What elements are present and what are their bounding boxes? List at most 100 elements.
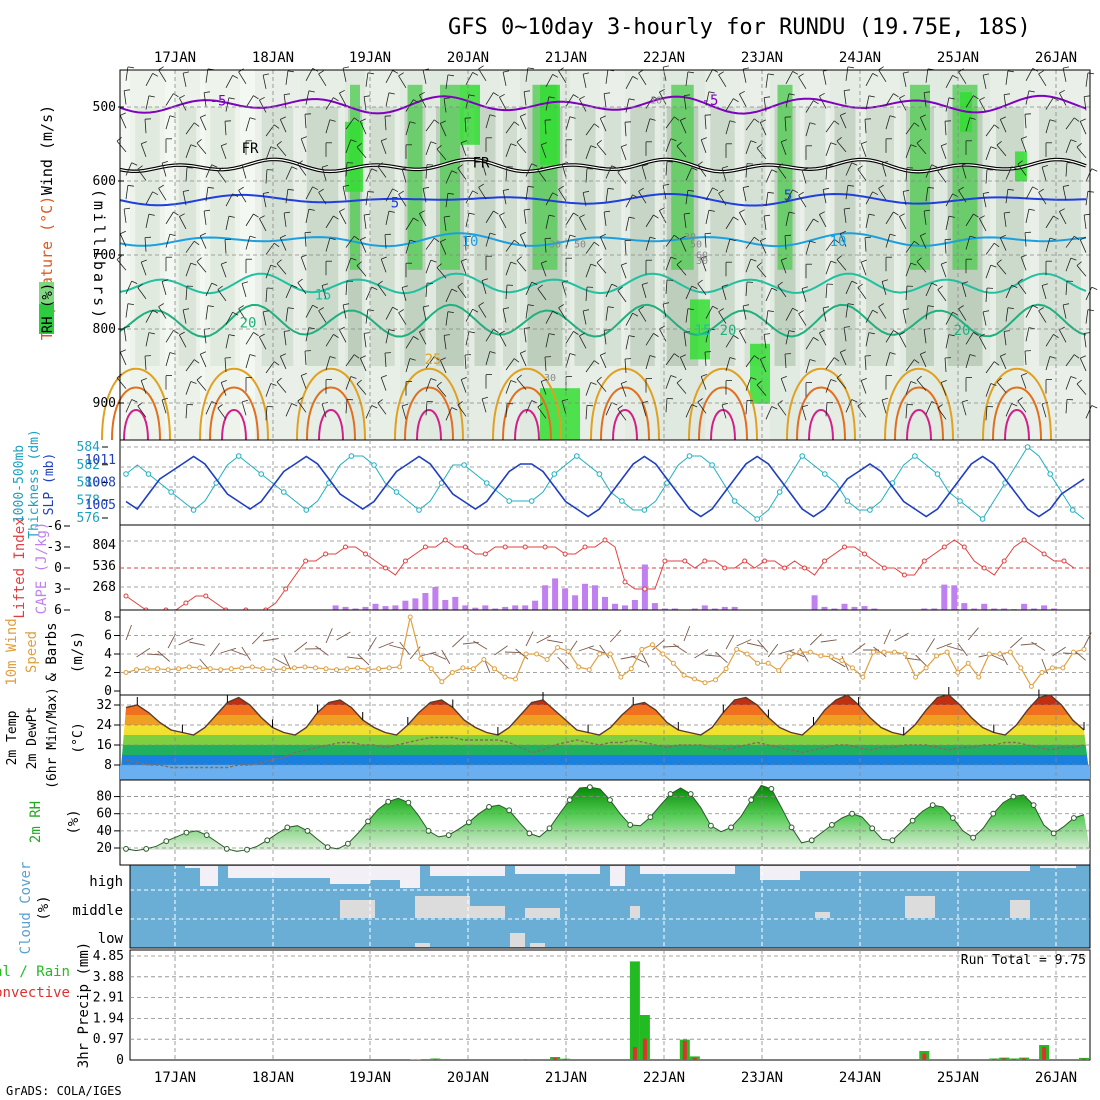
surface-wind-barb <box>283 654 292 670</box>
wind-barb <box>297 400 307 413</box>
rh-point <box>123 846 129 852</box>
wind-barb-flag <box>423 186 430 189</box>
wind-speed-point <box>807 649 813 655</box>
wind-barb <box>457 286 467 299</box>
rh-point <box>466 819 472 826</box>
cape-bar <box>931 608 938 610</box>
precip-tick-label: 2.91 <box>93 991 124 1006</box>
wind-barb <box>1076 146 1087 159</box>
wind-barb-flag <box>367 309 374 311</box>
wind-barb <box>544 120 547 135</box>
wind-barb-flag <box>868 213 875 216</box>
cape-bar <box>332 605 339 610</box>
wind-barb-flag <box>444 334 451 336</box>
surface-wind-barb <box>136 647 151 658</box>
wind-barb <box>665 116 675 129</box>
rh-point <box>546 825 553 832</box>
wind-barb-flag <box>433 237 440 243</box>
wind-barb-flag <box>1073 117 1080 122</box>
wind-barb <box>205 401 213 415</box>
wind-barb <box>119 233 127 247</box>
wind-barb-flag <box>527 304 534 306</box>
wind-barb <box>940 145 947 159</box>
cape-bar <box>661 608 668 610</box>
wind-barb-flag <box>116 373 122 379</box>
wind-barb-flag <box>1084 95 1091 97</box>
wind-barb-flag <box>161 161 169 164</box>
wind-barb-flag <box>1076 379 1082 385</box>
li-tick-label: -3 <box>46 540 62 555</box>
wind-barb-flag <box>413 99 419 104</box>
cape-bar <box>472 607 479 610</box>
wind-barb-flag <box>920 232 926 237</box>
wind-barb-flag <box>179 94 185 99</box>
wind-barb <box>545 333 550 348</box>
wind-barb <box>505 261 512 276</box>
wind-barb <box>505 143 512 157</box>
wind-barb <box>937 170 947 183</box>
isotherm-loop <box>884 367 954 441</box>
wind-barb <box>784 353 787 368</box>
surface-wind-barb <box>894 632 909 642</box>
wind-barb <box>777 285 787 298</box>
wind-barb <box>683 95 687 110</box>
wind-barb-flag <box>350 376 357 379</box>
wind-barb <box>318 73 327 87</box>
wind-barb <box>982 75 987 89</box>
wind-barb-flag <box>756 143 762 149</box>
precip-total-bar <box>629 961 640 1060</box>
lifted-index-point <box>422 544 428 550</box>
wind-barb-flag <box>161 397 169 401</box>
surface-wind-barb <box>778 649 795 655</box>
wind-barb-flag <box>1007 70 1014 73</box>
wind-barb-flag <box>861 259 867 263</box>
wind-barb-flag <box>937 285 943 290</box>
precip-total-rain-label: Total / Rain <box>0 964 70 980</box>
cape-bar <box>612 603 618 610</box>
rh-tick-label: 60 <box>96 807 112 822</box>
wind-barb-flag <box>596 258 602 263</box>
wind-barb <box>697 164 707 177</box>
wind-barb-flag <box>461 377 467 380</box>
wind-speed-point <box>439 679 445 685</box>
wind-barb-flag <box>308 208 315 211</box>
rh-point <box>849 810 855 817</box>
wind-barb-flag <box>579 95 585 100</box>
wind-barb-flag <box>969 354 976 357</box>
wind-barb-flag <box>356 379 362 385</box>
lifted-index-point <box>482 551 488 557</box>
thickness-point <box>1069 507 1076 513</box>
wind-barb-flag <box>371 405 378 409</box>
wind-barb <box>865 73 873 86</box>
wind-barb <box>537 288 547 301</box>
wind-barb <box>158 69 167 83</box>
thickness-tick-label: 580 <box>77 476 100 491</box>
cape-bar <box>512 605 519 610</box>
precip-convective-bar <box>1012 1058 1017 1060</box>
wind-barb <box>603 93 607 108</box>
precip-convective-label: Convective <box>0 985 70 1001</box>
rh-point <box>1010 793 1017 800</box>
wind-barb <box>676 264 687 276</box>
wind-barb <box>445 407 453 421</box>
wind-barb <box>196 261 207 273</box>
wind-barb-flag <box>493 92 499 97</box>
wind-barb <box>1085 309 1089 324</box>
wind-barb-flag <box>590 263 597 267</box>
cape-bar <box>961 603 968 610</box>
wind-barb <box>985 146 992 160</box>
wind-barb <box>1038 310 1047 323</box>
wind-speed-point <box>902 651 908 657</box>
wind-barb <box>464 118 467 133</box>
wind-barb-flag <box>628 216 635 219</box>
wind-barb <box>625 98 630 113</box>
wind-speed-point <box>197 665 203 671</box>
wind-barb <box>380 140 387 154</box>
wind-barb <box>725 120 731 135</box>
wind-barb-flag <box>489 114 496 117</box>
wind-barb <box>356 146 367 159</box>
wind-barb-flag <box>200 114 206 118</box>
temp-band <box>120 755 1090 765</box>
wind-speed-point <box>1049 665 1055 671</box>
